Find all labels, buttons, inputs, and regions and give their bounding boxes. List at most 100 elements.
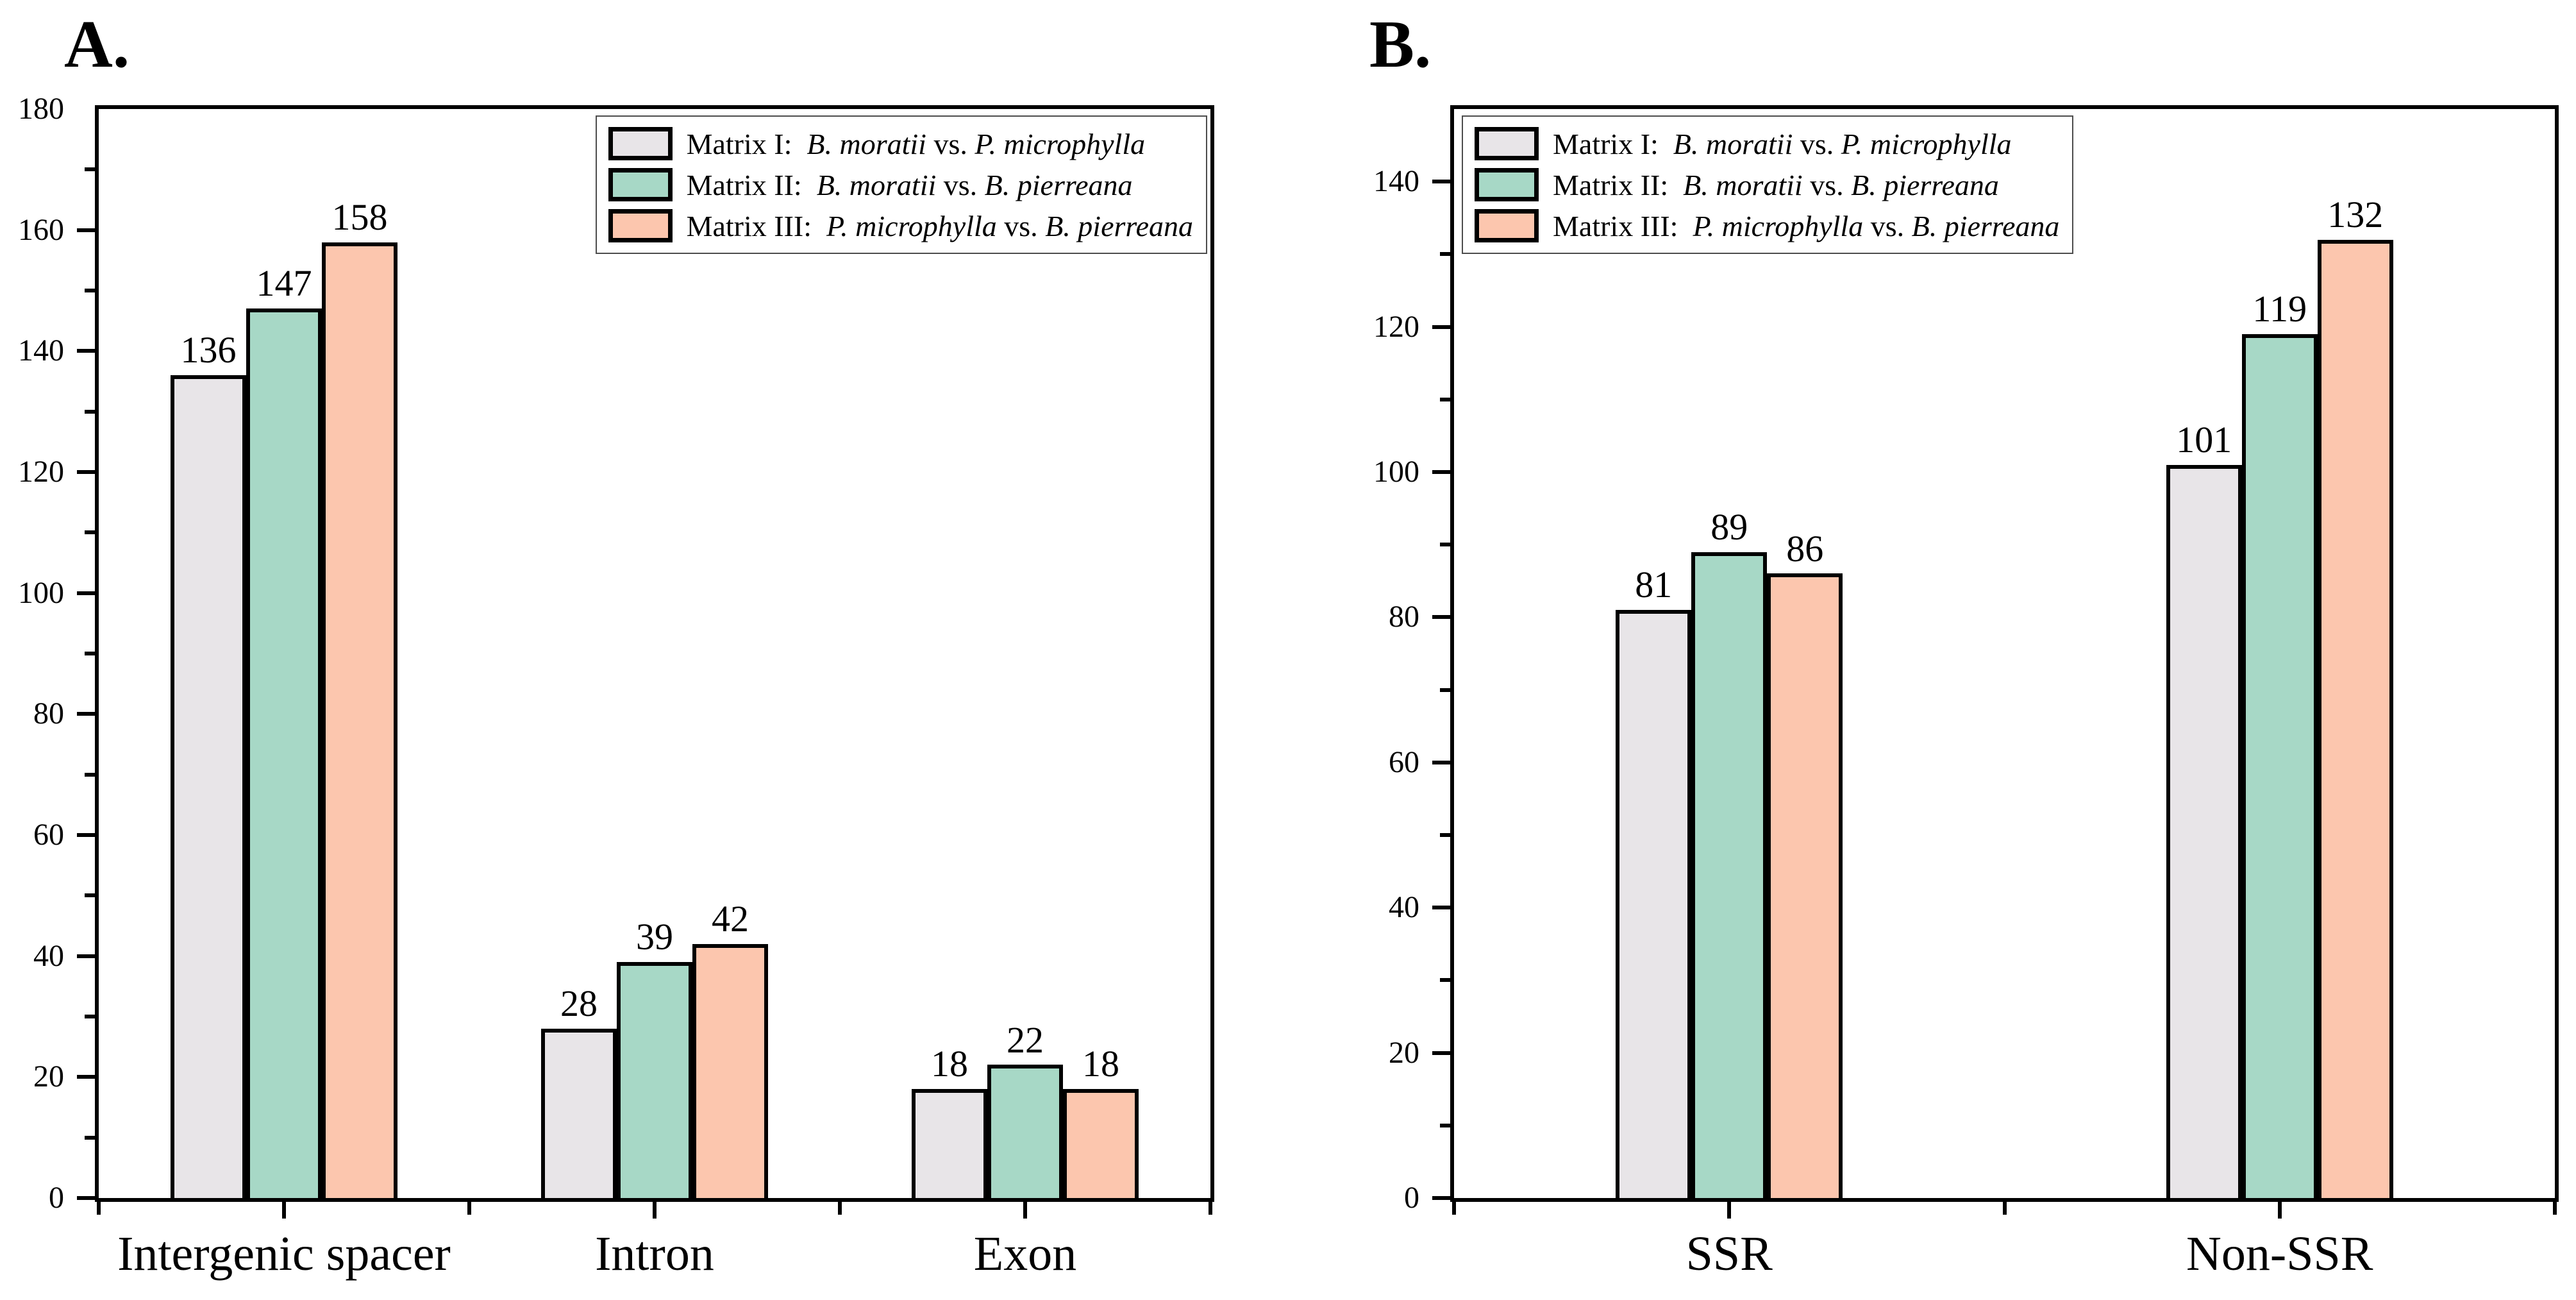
legend-color-swatch bbox=[1475, 127, 1539, 160]
y-axis-tick-label: 80 bbox=[1389, 600, 1419, 634]
y-axis-minor-tick bbox=[1440, 543, 1450, 547]
bar-matrix-i bbox=[171, 375, 246, 1198]
y-axis-tick-label: 0 bbox=[1404, 1181, 1419, 1215]
bar-value-label: 28 bbox=[560, 982, 598, 1024]
y-axis-tick-label: 80 bbox=[33, 696, 64, 731]
y-axis-major-tick bbox=[1432, 760, 1450, 764]
bar-matrix-ii bbox=[1691, 552, 1768, 1198]
panel-a-plot-area: 136 147 158 28 39 42 18 22 18 Matrix I: B. morati… bbox=[95, 105, 1214, 1202]
legend-item-label: Matrix I: B. moratii vs. P. microphylla bbox=[1553, 127, 2012, 160]
bar-value-label: 22 bbox=[1007, 1018, 1044, 1061]
y-axis-minor-tick bbox=[85, 1015, 95, 1018]
x-axis-minor-tick bbox=[97, 1202, 101, 1215]
bar-matrix-ii bbox=[246, 308, 322, 1198]
legend-color-swatch bbox=[1475, 168, 1539, 201]
bar-value-label: 86 bbox=[1786, 527, 1824, 570]
legend-item-label: Matrix II: B. moratii vs. B. pierreana bbox=[1553, 168, 1999, 201]
y-axis-minor-tick bbox=[85, 1135, 95, 1140]
x-axis-minor-tick bbox=[467, 1202, 471, 1215]
bar-matrix-ii bbox=[617, 962, 692, 1198]
y-axis-tick-label: 120 bbox=[1373, 309, 1419, 344]
y-axis-major-tick bbox=[77, 1196, 95, 1200]
bar-value-label: 39 bbox=[636, 916, 673, 958]
y-axis-minor-tick bbox=[85, 289, 95, 292]
y-axis-tick-label: 0 bbox=[49, 1181, 64, 1215]
y-axis-tick-label: 20 bbox=[33, 1059, 64, 1094]
bar-value-label: 136 bbox=[180, 329, 237, 371]
y-axis-minor-tick bbox=[1440, 397, 1450, 401]
panel-b-letter: B. bbox=[1369, 6, 1432, 81]
legend-item-label: Matrix I: B. moratii vs. P. microphylla bbox=[686, 127, 1146, 160]
legend-item: Matrix I: B. moratii vs. P. microphylla bbox=[608, 123, 1193, 164]
legend-item-label: Matrix III: P. microphylla vs. B. pierre… bbox=[686, 209, 1193, 242]
bar-value-label: 18 bbox=[1082, 1043, 1119, 1085]
y-axis-minor-tick bbox=[85, 772, 95, 777]
y-axis-minor-tick bbox=[1440, 1123, 1450, 1127]
x-category-label: Intergenic spacer bbox=[117, 1227, 451, 1281]
legend-color-swatch bbox=[608, 209, 673, 242]
x-axis-major-tick bbox=[282, 1202, 286, 1219]
panel-b-plot-area: 81 89 86 101 119 132 Matrix I: B. moratii vs. … bbox=[1450, 105, 2559, 1202]
y-axis-major-tick bbox=[1432, 1051, 1450, 1055]
y-axis-major-tick bbox=[77, 954, 95, 958]
panel-a-letter: A. bbox=[64, 6, 130, 81]
y-axis-tick-label: 160 bbox=[18, 212, 64, 247]
y-axis-tick-label: 60 bbox=[1389, 745, 1419, 779]
bar-matrix-iii bbox=[2317, 239, 2393, 1198]
x-category-label: Non-SSR bbox=[2186, 1227, 2373, 1281]
y-axis-tick-label: 100 bbox=[18, 575, 64, 610]
y-axis-minor-tick bbox=[1440, 833, 1450, 837]
y-axis-minor-tick bbox=[85, 530, 95, 535]
bar-value-label: 101 bbox=[2176, 418, 2232, 460]
bar-matrix-i bbox=[912, 1089, 987, 1198]
bar-value-label: 81 bbox=[1635, 564, 1673, 606]
bar-matrix-iii bbox=[692, 943, 768, 1198]
x-axis-major-tick bbox=[2277, 1202, 2282, 1219]
y-axis-major-tick bbox=[1432, 615, 1450, 620]
bar-matrix-i bbox=[541, 1028, 617, 1198]
x-axis-minor-tick bbox=[2553, 1202, 2557, 1215]
legend-item: Matrix III: P. microphylla vs. B. pierre… bbox=[608, 205, 1193, 246]
legend-color-swatch bbox=[608, 168, 673, 201]
bar-matrix-ii bbox=[987, 1065, 1063, 1198]
x-axis-minor-tick bbox=[1452, 1202, 1456, 1215]
y-axis-major-tick bbox=[77, 228, 95, 232]
y-axis-major-tick bbox=[77, 591, 95, 595]
y-axis-tick-label: 100 bbox=[1373, 455, 1419, 489]
x-category-label: SSR bbox=[1685, 1227, 1773, 1281]
legend-box: Matrix I: B. moratii vs. P. microphylla M… bbox=[1462, 115, 2074, 254]
bar-value-label: 132 bbox=[2327, 193, 2384, 235]
y-axis-major-tick bbox=[77, 712, 95, 716]
y-axis-major-tick bbox=[1432, 180, 1450, 184]
y-axis-tick-label: 180 bbox=[18, 92, 64, 126]
legend-item: Matrix III: P. microphylla vs. B. pierre… bbox=[1475, 205, 2059, 246]
x-axis-major-tick bbox=[1727, 1202, 1732, 1219]
x-axis-minor-tick bbox=[1209, 1202, 1212, 1215]
y-axis-minor-tick bbox=[85, 652, 95, 655]
bar-value-label: 89 bbox=[1710, 505, 1748, 548]
x-category-label: Intron bbox=[595, 1227, 714, 1281]
bar-matrix-i bbox=[2166, 464, 2242, 1198]
y-axis-minor-tick bbox=[1440, 252, 1450, 257]
y-axis-major-tick bbox=[77, 470, 95, 474]
bar-matrix-iii bbox=[1767, 573, 1843, 1198]
bar-matrix-ii bbox=[2241, 333, 2318, 1198]
legend-item-label: Matrix III: P. microphylla vs. B. pierre… bbox=[1553, 209, 2060, 242]
legend-color-swatch bbox=[608, 127, 673, 160]
y-axis-tick-label: 120 bbox=[18, 455, 64, 489]
y-axis-tick-label: 20 bbox=[1389, 1035, 1419, 1070]
x-axis-minor-tick bbox=[2002, 1202, 2007, 1215]
bar-value-label: 147 bbox=[256, 262, 312, 305]
x-axis-major-tick bbox=[653, 1202, 657, 1219]
y-axis-major-tick bbox=[77, 349, 95, 353]
bar-value-label: 158 bbox=[331, 196, 388, 238]
bar-matrix-i bbox=[1616, 610, 1692, 1198]
legend-box: Matrix I: B. moratii vs. P. microphylla M… bbox=[595, 115, 1207, 254]
x-category-label: Exon bbox=[973, 1227, 1077, 1281]
y-axis-minor-tick bbox=[1440, 978, 1450, 983]
legend-item: Matrix II: B. moratii vs. B. pierreana bbox=[608, 164, 1193, 205]
legend-item-label: Matrix II: B. moratii vs. B. pierreana bbox=[686, 168, 1133, 201]
y-axis-minor-tick bbox=[85, 409, 95, 414]
y-axis-major-tick bbox=[1432, 325, 1450, 329]
